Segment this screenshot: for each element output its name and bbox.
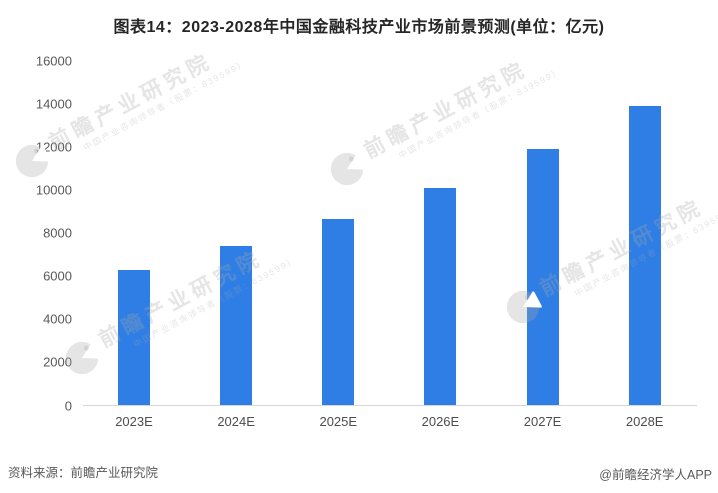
y-tick-label: 0 <box>64 398 72 413</box>
y-tick-label: 10000 <box>35 182 72 198</box>
y-tick-label: 2000 <box>43 354 72 370</box>
bar-2023E <box>118 269 150 406</box>
bar-2025E <box>322 219 355 406</box>
x-tick-label: 2028E <box>625 414 664 429</box>
y-tick-label: 8000 <box>43 225 72 241</box>
credit-note: @前瞻经济学人APP <box>599 468 712 482</box>
x-tick-label: 2027E <box>523 414 562 429</box>
bar-2027E <box>526 149 559 406</box>
y-tick-label: 16000 <box>35 53 72 69</box>
source-note: 资料来源：前瞻产业研究院 <box>8 466 159 480</box>
x-axis-line <box>83 405 697 406</box>
chart-title: 图表14：2023-2028年中国金融科技产业市场前景预测(单位：亿元) <box>113 19 605 36</box>
x-tick-label: 2024E <box>217 414 255 429</box>
y-tick-label: 6000 <box>43 268 72 284</box>
x-tick-label: 2025E <box>319 414 358 429</box>
bar-2026E <box>424 187 457 406</box>
y-tick-label: 14000 <box>35 96 72 112</box>
bar-2028E <box>628 106 661 406</box>
y-tick-label: 12000 <box>35 139 72 155</box>
x-tick-label: 2023E <box>115 414 153 429</box>
bar-2024E <box>220 246 253 406</box>
y-tick-label: 4000 <box>43 311 72 327</box>
x-tick-label: 2026E <box>421 414 460 429</box>
